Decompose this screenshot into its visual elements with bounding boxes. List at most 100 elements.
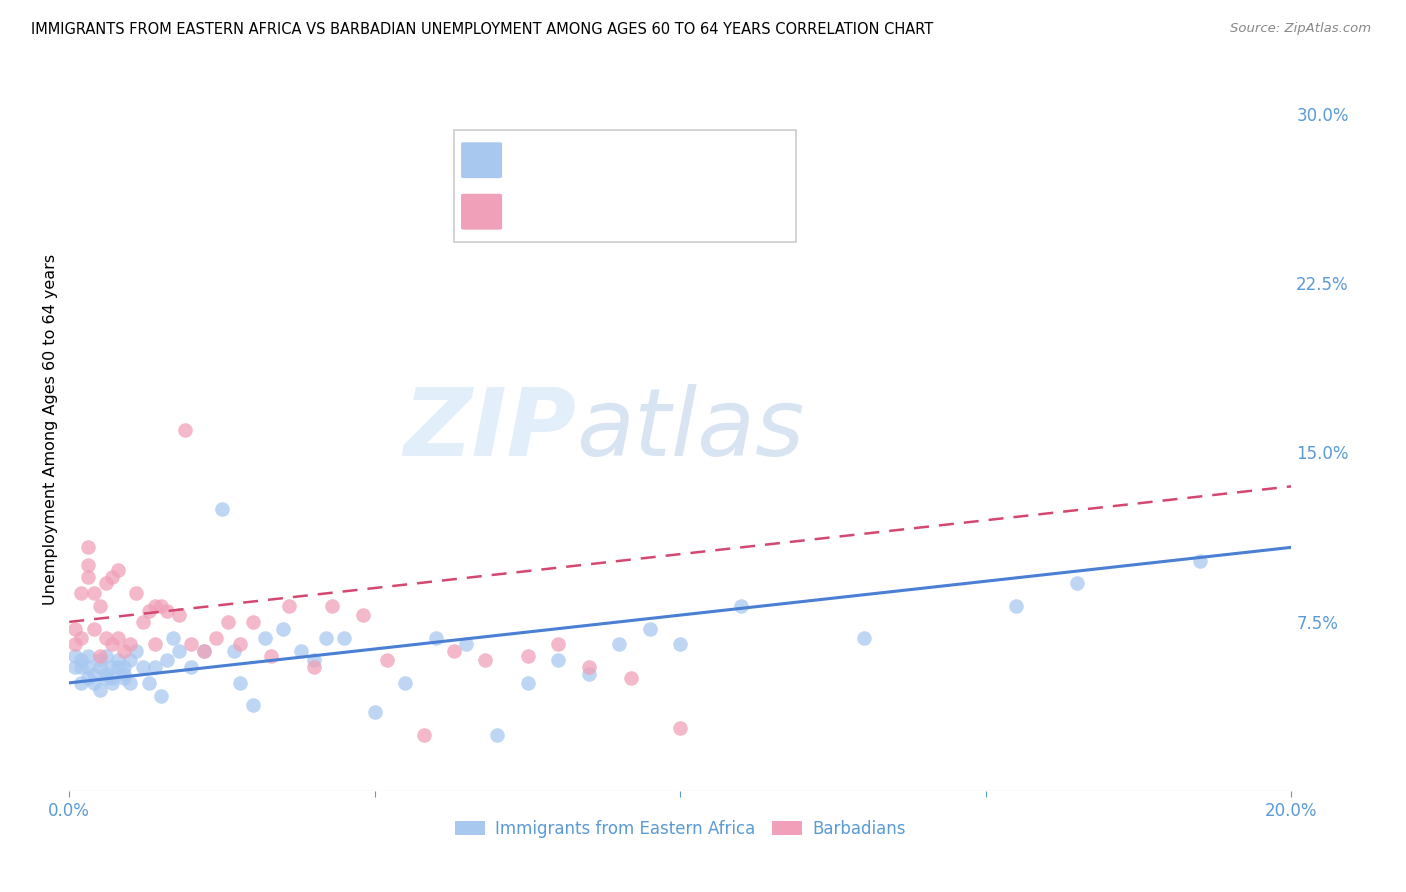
Point — [193, 644, 215, 658]
Point — [89, 599, 111, 613]
Point — [443, 644, 465, 658]
Point — [278, 599, 301, 613]
Point — [89, 653, 111, 667]
Point — [76, 648, 98, 663]
Point — [70, 631, 93, 645]
Point — [205, 631, 228, 645]
Point — [125, 585, 148, 599]
Point — [101, 637, 124, 651]
Point — [89, 648, 111, 663]
Point — [143, 599, 166, 613]
Point — [425, 631, 447, 645]
Point — [229, 637, 252, 651]
Point — [162, 631, 184, 645]
Point — [229, 676, 252, 690]
Text: ZIP: ZIP — [404, 384, 576, 476]
Point — [107, 631, 129, 645]
Point — [364, 705, 387, 719]
Point — [65, 637, 87, 651]
Point — [125, 644, 148, 658]
Point — [94, 671, 117, 685]
Point — [70, 585, 93, 599]
Point — [474, 653, 496, 667]
Text: atlas: atlas — [576, 384, 804, 475]
Point — [112, 666, 135, 681]
Point — [547, 653, 569, 667]
Point — [83, 585, 105, 599]
Point — [101, 671, 124, 685]
Point — [156, 653, 179, 667]
Point — [94, 648, 117, 663]
Y-axis label: Unemployment Among Ages 60 to 64 years: Unemployment Among Ages 60 to 64 years — [44, 254, 58, 606]
Point — [730, 599, 752, 613]
Point — [89, 660, 111, 674]
Point — [638, 622, 661, 636]
Point — [65, 660, 87, 674]
Point — [516, 648, 538, 663]
Point — [669, 721, 692, 735]
Point — [76, 660, 98, 674]
Point — [1005, 599, 1028, 613]
Point — [315, 631, 337, 645]
Point — [76, 671, 98, 685]
Point — [302, 653, 325, 667]
Point — [70, 653, 93, 667]
Point — [107, 563, 129, 577]
Point — [352, 608, 374, 623]
Point — [101, 676, 124, 690]
Point — [607, 637, 630, 651]
Point — [547, 637, 569, 651]
Point — [578, 660, 600, 674]
Point — [131, 660, 153, 674]
Point — [180, 660, 202, 674]
Point — [76, 570, 98, 584]
Point — [456, 637, 478, 651]
Text: IMMIGRANTS FROM EASTERN AFRICA VS BARBADIAN UNEMPLOYMENT AMONG AGES 60 TO 64 YEA: IMMIGRANTS FROM EASTERN AFRICA VS BARBAD… — [31, 22, 934, 37]
Point — [1066, 576, 1088, 591]
Point — [83, 676, 105, 690]
Point — [101, 570, 124, 584]
Point — [149, 690, 172, 704]
Point — [260, 648, 283, 663]
Text: Source: ZipAtlas.com: Source: ZipAtlas.com — [1230, 22, 1371, 36]
Point — [852, 631, 875, 645]
Point — [578, 666, 600, 681]
Point — [156, 604, 179, 618]
Point — [76, 541, 98, 555]
Point — [253, 631, 276, 645]
Point — [217, 615, 239, 629]
Point — [167, 608, 190, 623]
Point — [620, 671, 643, 685]
Point — [83, 666, 105, 681]
Point — [242, 698, 264, 713]
Point — [112, 660, 135, 674]
Point — [321, 599, 343, 613]
Legend: Immigrants from Eastern Africa, Barbadians: Immigrants from Eastern Africa, Barbadia… — [449, 813, 912, 845]
Point — [375, 653, 398, 667]
Point — [143, 637, 166, 651]
Point — [290, 644, 312, 658]
Point — [516, 676, 538, 690]
Point — [242, 615, 264, 629]
Point — [167, 644, 190, 658]
Point — [94, 576, 117, 591]
Point — [669, 637, 692, 651]
Point — [120, 653, 142, 667]
Point — [180, 637, 202, 651]
Point — [131, 615, 153, 629]
Point — [70, 676, 93, 690]
Point — [94, 666, 117, 681]
Point — [94, 631, 117, 645]
Point — [120, 637, 142, 651]
Point — [149, 599, 172, 613]
Point — [174, 423, 197, 437]
Point — [302, 660, 325, 674]
Point — [211, 502, 233, 516]
Point — [107, 660, 129, 674]
Point — [394, 676, 416, 690]
Point — [101, 660, 124, 674]
Point — [224, 644, 246, 658]
Point — [65, 622, 87, 636]
Point — [193, 644, 215, 658]
Point — [333, 631, 356, 645]
